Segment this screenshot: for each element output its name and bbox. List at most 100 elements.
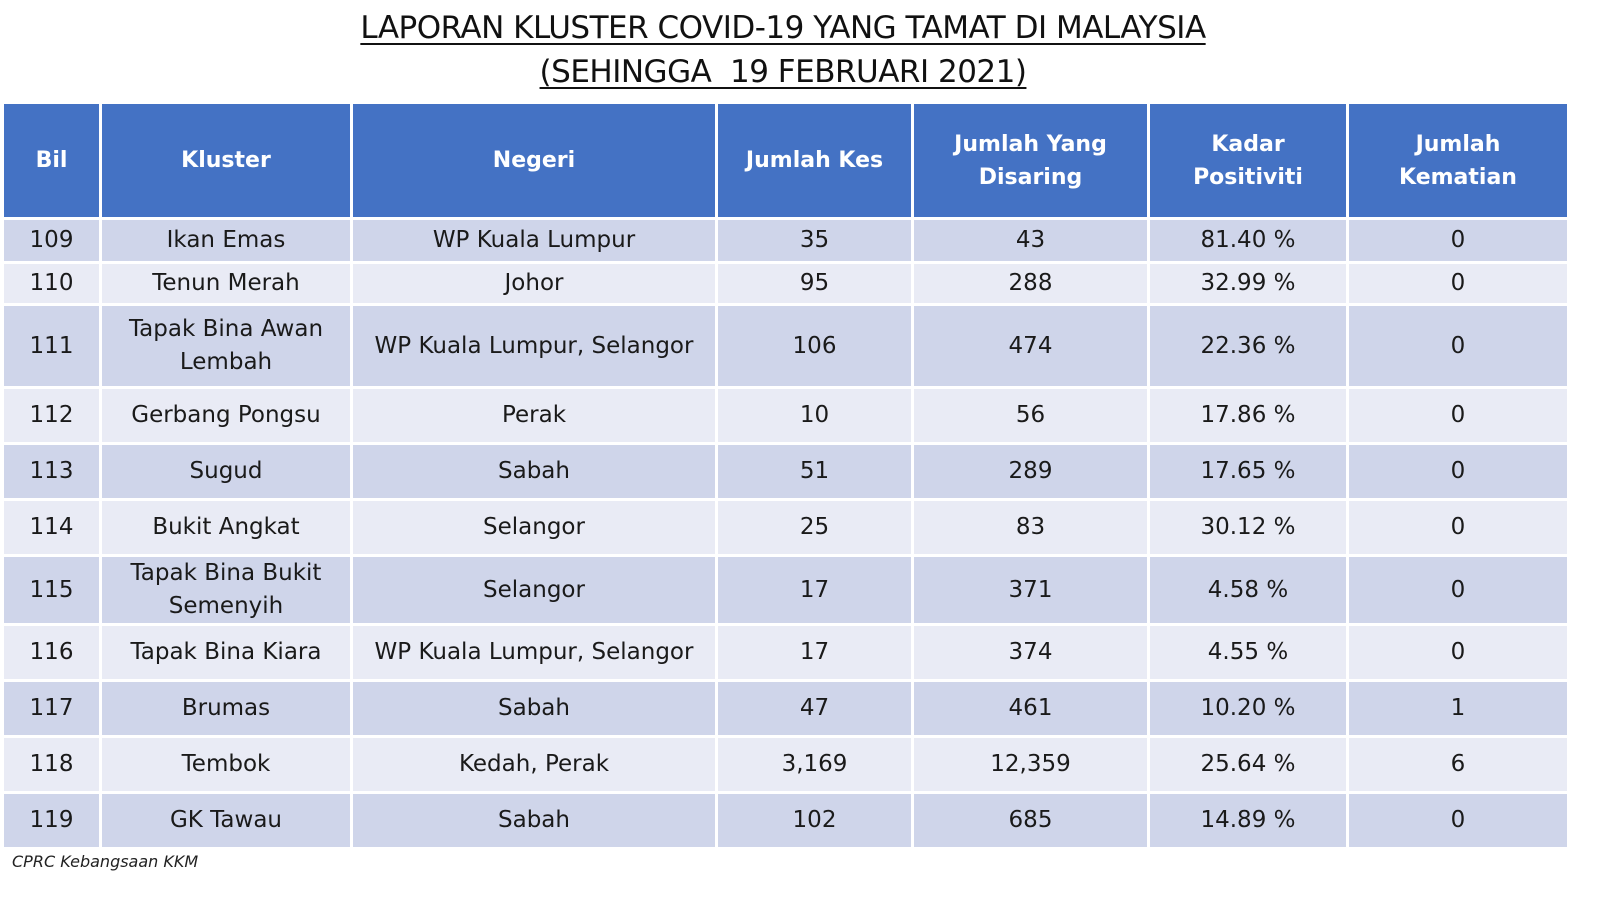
- cell-jumlah-kes: 17: [715, 554, 914, 626]
- cell-jumlah-kematian: 0: [1346, 217, 1570, 264]
- cell-kadar-positiviti: 4.58 %: [1147, 554, 1349, 626]
- cluster-table: Bil Kluster Negeri Jumlah Kes Jumlah Yan…: [1, 101, 1570, 850]
- cell-bil: 110: [1, 261, 102, 306]
- header-jumlah-disaring-line1: Jumlah Yang: [954, 131, 1107, 157]
- cell-bil: 115: [1, 554, 102, 626]
- header-jumlah-disaring: Jumlah Yang Disaring: [911, 101, 1150, 220]
- cell-jumlah-kes: 102: [715, 791, 914, 850]
- cell-jumlah-kematian: 0: [1346, 303, 1570, 389]
- table-row: 115 Tapak Bina Bukit Semenyih Selangor 1…: [1, 554, 1570, 626]
- cell-jumlah-disaring: 289: [911, 442, 1150, 501]
- header-bil: Bil: [1, 101, 102, 220]
- cell-kadar-positiviti: 22.36 %: [1147, 303, 1349, 389]
- table-row: 118 Tembok Kedah, Perak 3,169 12,359 25.…: [1, 735, 1570, 794]
- cell-kluster: Sugud: [99, 442, 353, 501]
- cell-kadar-positiviti: 17.65 %: [1147, 442, 1349, 501]
- cell-jumlah-disaring: 56: [911, 386, 1150, 445]
- cell-negeri: Selangor: [350, 554, 718, 626]
- cell-kadar-positiviti: 32.99 %: [1147, 261, 1349, 306]
- header-jumlah-kes: Jumlah Kes: [715, 101, 914, 220]
- cell-jumlah-kematian: 0: [1346, 498, 1570, 557]
- cell-jumlah-disaring: 371: [911, 554, 1150, 626]
- cell-negeri: WP Kuala Lumpur, Selangor: [350, 303, 718, 389]
- cell-kadar-positiviti: 10.20 %: [1147, 679, 1349, 738]
- cell-negeri: Sabah: [350, 442, 718, 501]
- title-line-1: LAPORAN KLUSTER COVID-19 YANG TAMAT DI M…: [360, 10, 1206, 46]
- cell-kluster: Tembok: [99, 735, 353, 794]
- cell-kadar-positiviti: 81.40 %: [1147, 217, 1349, 264]
- cell-kluster: Brumas: [99, 679, 353, 738]
- cell-kluster: Tenun Merah: [99, 261, 353, 306]
- cell-jumlah-kematian: 0: [1346, 554, 1570, 626]
- cell-jumlah-disaring: 374: [911, 623, 1150, 682]
- table-row: 109 Ikan Emas WP Kuala Lumpur 35 43 81.4…: [1, 217, 1570, 264]
- table-row: 119 GK Tawau Sabah 102 685 14.89 % 0: [1, 791, 1570, 850]
- cell-kluster: Tapak Bina Bukit Semenyih: [99, 554, 353, 626]
- cell-negeri: Sabah: [350, 679, 718, 738]
- cell-jumlah-disaring: 12,359: [911, 735, 1150, 794]
- cell-negeri: WP Kuala Lumpur: [350, 217, 718, 264]
- cell-kadar-positiviti: 25.64 %: [1147, 735, 1349, 794]
- cell-bil: 117: [1, 679, 102, 738]
- cell-bil: 118: [1, 735, 102, 794]
- cell-negeri: Johor: [350, 261, 718, 306]
- cell-jumlah-kematian: 1: [1346, 679, 1570, 738]
- header-jumlah-kematian: Jumlah Kematian: [1346, 101, 1570, 220]
- cell-jumlah-kes: 10: [715, 386, 914, 445]
- table-row: 117 Brumas Sabah 47 461 10.20 % 1: [1, 679, 1570, 738]
- cell-jumlah-kes: 25: [715, 498, 914, 557]
- header-jumlah-disaring-line2: Disaring: [978, 164, 1083, 190]
- cell-jumlah-kematian: 0: [1346, 791, 1570, 850]
- table-row: 116 Tapak Bina Kiara WP Kuala Lumpur, Se…: [1, 623, 1570, 682]
- cell-negeri: Sabah: [350, 791, 718, 850]
- cell-jumlah-disaring: 83: [911, 498, 1150, 557]
- cell-negeri: Kedah, Perak: [350, 735, 718, 794]
- table-row: 114 Bukit Angkat Selangor 25 83 30.12 % …: [1, 498, 1570, 557]
- cell-jumlah-kes: 35: [715, 217, 914, 264]
- cell-negeri: Selangor: [350, 498, 718, 557]
- cell-jumlah-kes: 17: [715, 623, 914, 682]
- table-row: 111 Tapak Bina Awan Lembah WP Kuala Lump…: [1, 303, 1570, 389]
- cell-kluster: Tapak Bina Awan Lembah: [99, 303, 353, 389]
- cell-bil: 113: [1, 442, 102, 501]
- cell-kluster: GK Tawau: [99, 791, 353, 850]
- cell-bil: 112: [1, 386, 102, 445]
- cell-negeri: Perak: [350, 386, 718, 445]
- cell-jumlah-kematian: 0: [1346, 261, 1570, 306]
- header-kadar-positiviti: Kadar Positiviti: [1147, 101, 1349, 220]
- cell-kadar-positiviti: 4.55 %: [1147, 623, 1349, 682]
- cell-jumlah-disaring: 685: [911, 791, 1150, 850]
- cell-jumlah-kes: 95: [715, 261, 914, 306]
- table-header-row: Bil Kluster Negeri Jumlah Kes Jumlah Yan…: [1, 101, 1570, 220]
- cell-kluster: Ikan Emas: [99, 217, 353, 264]
- cell-jumlah-kematian: 0: [1346, 386, 1570, 445]
- cell-jumlah-disaring: 474: [911, 303, 1150, 389]
- source-credit: CPRC Kebangsaan KKM: [12, 852, 199, 871]
- title-line-2: (SEHINGGA 19 FEBRUARI 2021): [539, 54, 1027, 90]
- cell-bil: 116: [1, 623, 102, 682]
- cell-jumlah-disaring: 43: [911, 217, 1150, 264]
- cell-kadar-positiviti: 14.89 %: [1147, 791, 1349, 850]
- cell-jumlah-kes: 106: [715, 303, 914, 389]
- cell-kluster: Tapak Bina Kiara: [99, 623, 353, 682]
- cell-negeri: WP Kuala Lumpur, Selangor: [350, 623, 718, 682]
- cell-kluster: Gerbang Pongsu: [99, 386, 353, 445]
- cell-kadar-positiviti: 17.86 %: [1147, 386, 1349, 445]
- cell-jumlah-kes: 51: [715, 442, 914, 501]
- cell-jumlah-kematian: 0: [1346, 623, 1570, 682]
- cell-kluster: Bukit Angkat: [99, 498, 353, 557]
- table-row: 113 Sugud Sabah 51 289 17.65 % 0: [1, 442, 1570, 501]
- cell-bil: 109: [1, 217, 102, 264]
- table-row: 110 Tenun Merah Johor 95 288 32.99 % 0: [1, 261, 1570, 306]
- cell-jumlah-disaring: 461: [911, 679, 1150, 738]
- cell-bil: 119: [1, 791, 102, 850]
- cell-jumlah-kes: 3,169: [715, 735, 914, 794]
- header-negeri: Negeri: [350, 101, 718, 220]
- cell-jumlah-kes: 47: [715, 679, 914, 738]
- cell-jumlah-kematian: 0: [1346, 442, 1570, 501]
- cell-bil: 111: [1, 303, 102, 389]
- cell-bil: 114: [1, 498, 102, 557]
- table-row: 112 Gerbang Pongsu Perak 10 56 17.86 % 0: [1, 386, 1570, 445]
- report-title: LAPORAN KLUSTER COVID-19 YANG TAMAT DI M…: [0, 6, 1566, 94]
- cell-kadar-positiviti: 30.12 %: [1147, 498, 1349, 557]
